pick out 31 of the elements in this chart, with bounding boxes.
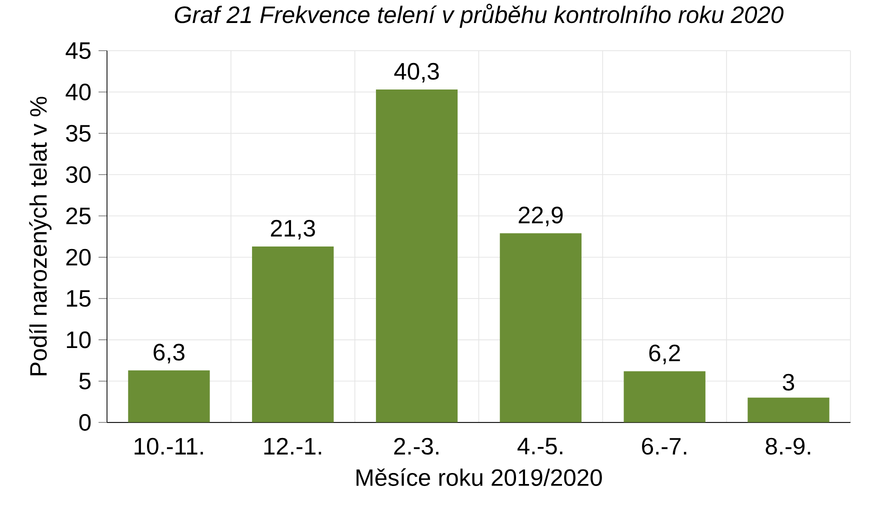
y-tick-label: 45 [66,42,91,59]
x-axis-title: Měsíce roku 2019/2020 [356,468,602,486]
y-axis-title: Podíl narozených telat v % [29,96,52,376]
x-tick-label: 2.-3. [394,438,438,455]
x-tick-label: 4.-5. [517,438,562,454]
y-tick-label: 15 [66,290,91,307]
data-label: 40,3 [394,62,439,82]
x-tick-label: 12.-1. [264,438,322,454]
data-label: 6,3 [154,344,184,364]
x-tick-label: 8.-9. [766,438,810,455]
y-tick-label: 0 [79,414,91,431]
y-tick-label: 30 [66,166,91,183]
y-tick-label: 10 [66,331,91,348]
chart-title: Graf 21 Frekvence telení v průběhu kontrolního roku 2020 [174,4,784,28]
data-label: 21,3 [270,220,315,240]
x-tick-label: 10.-11. [134,438,203,455]
bar [376,89,458,422]
bar [624,371,706,422]
y-tick-label: 40 [66,84,91,100]
x-tick-label: 6.-7. [642,438,686,455]
bar [128,370,210,422]
bar [500,233,582,422]
y-tick-label: 35 [66,124,91,142]
data-label: 6,2 [649,344,680,364]
data-label: 3 [782,374,794,391]
y-tick-label: 20 [66,248,91,266]
data-label: 22,9 [518,206,563,226]
y-tick-label: 25 [66,207,91,224]
y-tick-label: 5 [79,372,91,390]
bar [748,398,830,422]
bar [252,246,334,422]
